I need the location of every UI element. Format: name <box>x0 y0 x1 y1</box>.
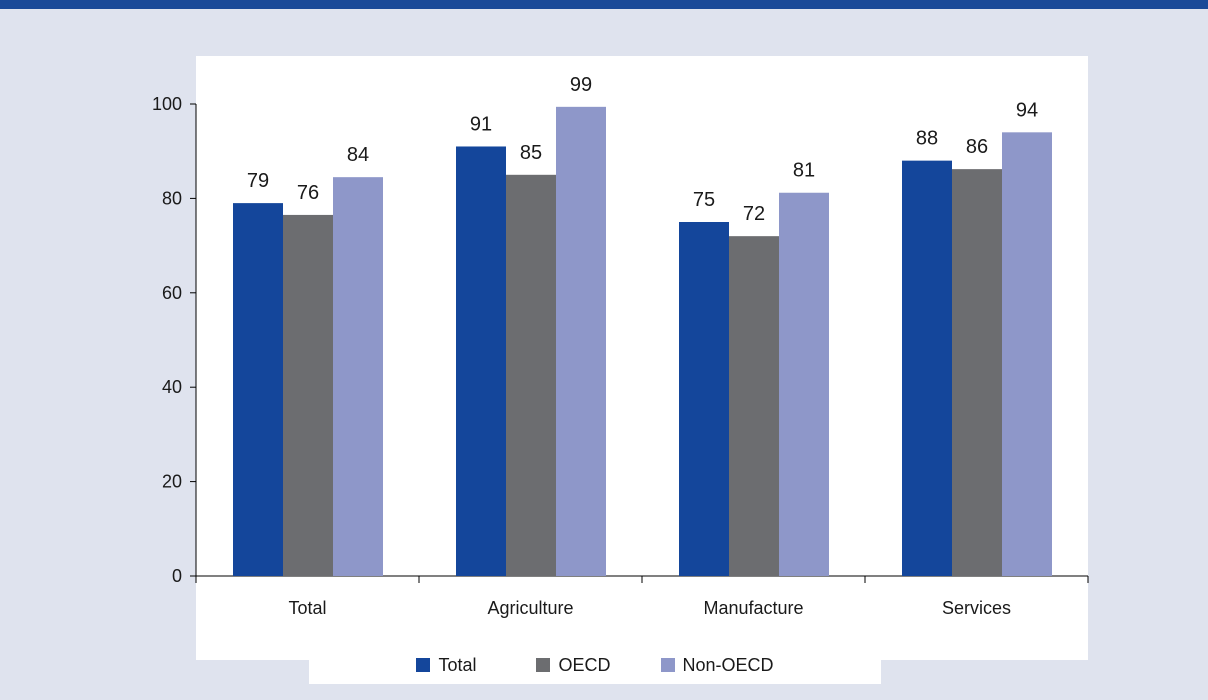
y-tick-label: 40 <box>162 377 182 397</box>
x-category-label: Total <box>288 598 326 618</box>
legend-label-oecd: OECD <box>558 654 611 675</box>
legend-item-total: Total <box>416 655 476 676</box>
legend-swatch-non-oecd <box>660 658 675 672</box>
y-tick-label: 100 <box>152 94 182 114</box>
bar-total-manufacture <box>679 222 729 576</box>
bar-chart: 0 20 40 60 80 100 79 76 84 Total 91 85 99 Agriculture… <box>152 56 1089 660</box>
y-tick-label: 0 <box>172 566 182 586</box>
bar-total-services <box>902 160 952 576</box>
data-label: 86 <box>966 136 988 158</box>
x-category-label: Manufacture <box>703 598 803 618</box>
y-tick-label: 80 <box>162 188 182 208</box>
data-label: 99 <box>570 74 592 96</box>
x-category-label: Services <box>942 598 1011 618</box>
bar-oecd-agriculture <box>506 174 556 577</box>
y-tick-label: 60 <box>162 283 182 303</box>
data-label: 79 <box>247 170 269 192</box>
bar-non-oecd-agriculture <box>556 106 606 576</box>
bar-oecd-services <box>952 169 1002 577</box>
bar-total-agriculture <box>456 146 506 577</box>
data-label: 91 <box>470 113 492 135</box>
bar-oecd-total <box>283 214 333 577</box>
bar-non-oecd-services <box>1002 132 1052 576</box>
data-label: 84 <box>347 144 369 166</box>
chart-panel: 0 20 40 60 80 100 79 76 84 Total 91 85 99 Agriculture… <box>0 9 1208 700</box>
legend-item-non-oecd: Non-OECD <box>660 654 774 676</box>
legend: Total OECD Non-OECD <box>309 646 881 684</box>
data-label: 88 <box>916 128 938 150</box>
legend-swatch-total <box>416 658 431 672</box>
bar-total-total <box>233 203 283 576</box>
legend-item-oecd: OECD <box>536 654 611 676</box>
data-label: 72 <box>743 203 765 225</box>
bar-non-oecd-manufacture <box>779 192 829 576</box>
bar-oecd-manufacture <box>729 236 779 576</box>
data-label: 76 <box>297 182 319 204</box>
legend-swatch-oecd <box>536 658 551 672</box>
legend-label-non-oecd: Non-OECD <box>682 654 774 675</box>
data-label: 75 <box>693 189 715 211</box>
data-label: 81 <box>793 160 815 182</box>
bar-non-oecd-total <box>333 177 383 576</box>
legend-label-total: Total <box>438 654 477 675</box>
data-label: 85 <box>520 142 542 164</box>
x-category-label: Agriculture <box>487 598 573 618</box>
y-tick-label: 20 <box>162 472 182 492</box>
data-label: 94 <box>1016 99 1038 121</box>
header-bar <box>0 0 1208 9</box>
